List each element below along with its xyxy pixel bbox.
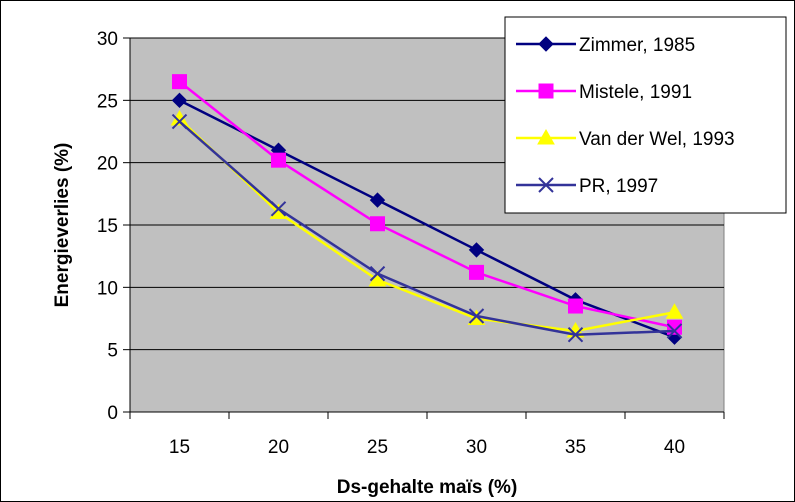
- series-line: [178, 99, 675, 339]
- data-point-marker: [171, 92, 188, 109]
- data-point-marker: [665, 303, 684, 319]
- y-tick-label: 10: [97, 278, 118, 299]
- x-axis-ticks: 15 20 25 30 35 40: [129, 412, 725, 458]
- data-point-marker: [369, 192, 386, 208]
- data-point-marker: [568, 298, 583, 314]
- y-tick-label: 0: [107, 403, 118, 424]
- x-tick-label: 30: [466, 437, 487, 458]
- series-line: [178, 120, 675, 336]
- y-axis-ticks: 0 5 10 15 20 25 30: [97, 29, 130, 424]
- data-point-marker: [469, 264, 484, 280]
- y-tick-label: 15: [97, 216, 118, 237]
- x-tick-label: 25: [367, 437, 388, 458]
- legend-label: Van der Wel, 1993: [579, 129, 735, 150]
- legend-swatch-marker: [537, 128, 555, 145]
- legend-swatch-marker: [538, 177, 554, 193]
- x-tick-label: 35: [565, 437, 586, 458]
- x-axis-title: Ds-gehalte maïs (%): [337, 477, 518, 498]
- y-tick-label: 25: [97, 91, 118, 112]
- x-tick-label: 15: [169, 437, 190, 458]
- y-tick-label: 5: [107, 341, 118, 362]
- legend-swatch-marker: [538, 83, 554, 99]
- data-point-marker: [270, 201, 287, 217]
- series-3: [171, 113, 683, 343]
- legend-item: Van der Wel, 1993: [516, 128, 735, 150]
- series-line: [178, 118, 675, 333]
- y-axis-title: Energieverlies (%): [52, 143, 73, 308]
- data-point-marker: [171, 113, 188, 130]
- y-tick-label: 30: [97, 29, 118, 50]
- data-point-marker: [370, 216, 385, 232]
- data-point-marker: [369, 265, 386, 282]
- data-point-marker: [271, 152, 286, 168]
- legend-item: Mistele, 1991: [516, 82, 692, 103]
- data-point-marker: [172, 74, 187, 90]
- data-point-marker: [666, 323, 683, 339]
- legend-item: PR, 1997: [516, 176, 658, 197]
- legend-label: PR, 1997: [579, 176, 658, 197]
- series-line: [178, 80, 675, 329]
- legend: Zimmer, 1985 Mistele, 1991 Van der Wel, 19…: [504, 16, 787, 214]
- data-point-marker: [567, 326, 584, 343]
- data-point-marker: [468, 308, 485, 324]
- y-tick-label: 20: [97, 154, 118, 175]
- legend-swatch-marker: [538, 36, 554, 52]
- legend-label: Zimmer, 1985: [579, 35, 695, 56]
- series-layer: [170, 74, 684, 345]
- data-point-marker: [468, 242, 485, 258]
- legend-label: Mistele, 1991: [579, 82, 692, 103]
- legend-item: Zimmer, 1985: [516, 35, 695, 56]
- x-tick-label: 40: [664, 437, 685, 458]
- x-tick-label: 20: [268, 437, 289, 458]
